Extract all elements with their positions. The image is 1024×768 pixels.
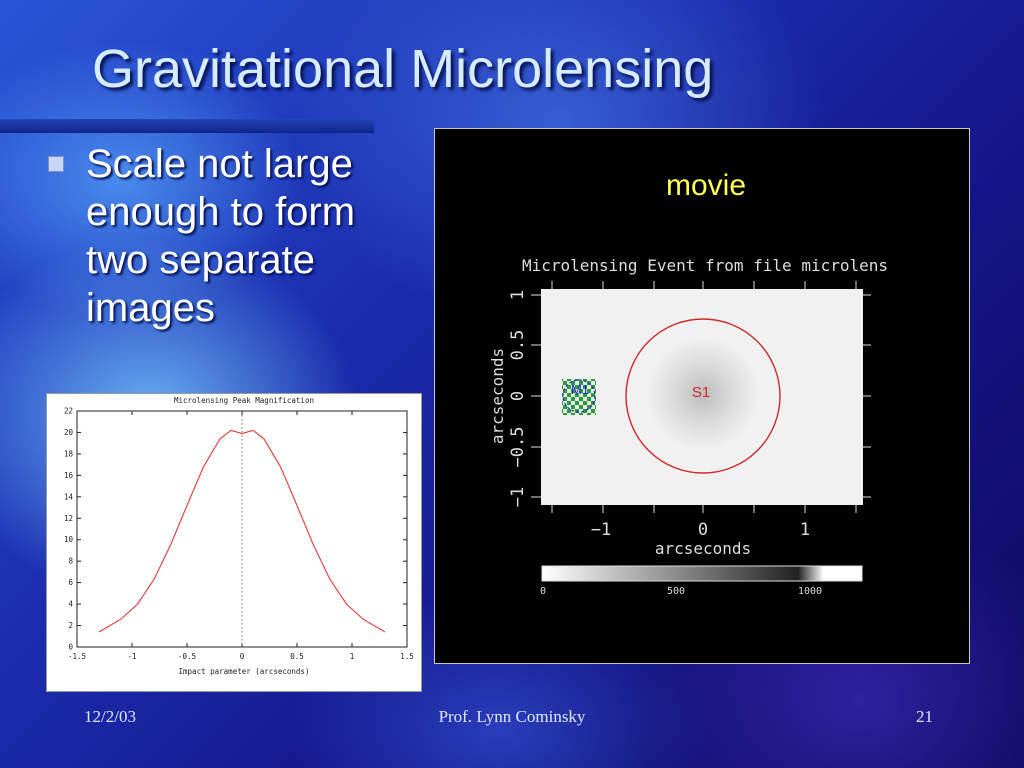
microlensing-movie-panel[interactable]: Microlensing Event from file microlens S…	[434, 128, 970, 664]
svg-text:−1: −1	[508, 487, 528, 507]
footer-author: Prof. Lynn Cominsky	[438, 707, 586, 726]
x-tick-label: -1	[127, 652, 136, 661]
y-tick-label: 10	[64, 535, 74, 544]
y-tick-label: 2	[68, 621, 73, 630]
y-tick-label: 22	[64, 407, 73, 416]
y-tick-marks	[531, 294, 871, 498]
y-tick-labels: 1 0.5 0 −0.5 −1	[508, 290, 528, 507]
y-axis-label: arcseconds	[488, 348, 507, 444]
image-title: Microlensing Event from file microlens	[522, 256, 888, 275]
y-tick-label: 20	[64, 428, 74, 437]
x-axis-label: arcseconds	[655, 539, 751, 558]
x-tick-label: 1	[350, 652, 355, 661]
source-glow	[647, 338, 759, 450]
magnification-plot: Microlensing Peak Magnification -1.5 -1 -0…	[46, 393, 422, 692]
square-bullet-icon	[48, 156, 64, 172]
source-ring	[625, 318, 781, 474]
svg-text:1: 1	[800, 520, 810, 540]
footer-date: 12/2/03	[84, 707, 136, 726]
svg-text:1: 1	[508, 290, 528, 300]
colorbar-labels: 0 500 1000	[540, 586, 822, 597]
movie-link[interactable]: movie	[665, 169, 747, 202]
plot-xlabel: Impact parameter (arcseconds)	[179, 667, 310, 676]
svg-text:1000: 1000	[798, 586, 822, 597]
bullet-text: Scale not large enough to form two separ…	[86, 142, 356, 330]
y-tick-label: 0	[68, 643, 73, 652]
svg-text:−0.5: −0.5	[508, 427, 528, 468]
lens-ring	[562, 379, 596, 413]
y-tick-label: 18	[64, 449, 74, 458]
y-tick-label: 4	[68, 600, 73, 609]
svg-text:−1: −1	[591, 520, 611, 540]
svg-text:0: 0	[540, 586, 546, 597]
plot-title: Microlensing Peak Magnification	[174, 396, 314, 405]
x-tick-label: -0.5	[178, 652, 196, 661]
svg-text:0: 0	[508, 391, 528, 401]
y-tick-label: 16	[64, 471, 74, 480]
y-tick-label: 12	[64, 514, 73, 523]
footer-slide-number: 21	[916, 707, 933, 726]
microlensing-image-svg: Microlensing Event from file microlens S…	[488, 256, 888, 597]
svg-text:0.5: 0.5	[508, 330, 528, 361]
x-tick-label: 1.5	[400, 652, 414, 661]
magnification-plot-svg: Microlensing Peak Magnification -1.5 -1 -0…	[64, 396, 414, 676]
x-tick-label: 0	[240, 652, 245, 661]
y-tick-label: 8	[68, 557, 73, 566]
title-underline-bar	[0, 119, 374, 133]
y-tick-label: 14	[64, 492, 74, 501]
x-tick-label: 0.5	[290, 652, 304, 661]
bullet-list: Scale not large enough to form two separ…	[48, 140, 378, 332]
x-tick-marks	[551, 281, 857, 513]
svg-text:0: 0	[698, 520, 708, 540]
source-label: S1	[692, 384, 710, 401]
colorbar	[541, 565, 863, 582]
x-tick-labels: −1 0 1	[591, 520, 810, 540]
slide-title: Gravitational Microlensing	[92, 39, 714, 99]
y-tick-label: 6	[68, 578, 73, 587]
svg-text:500: 500	[667, 586, 685, 597]
magnification-curve	[98, 429, 386, 633]
x-tick-label: -1.5	[68, 652, 86, 661]
lens-label: M1	[571, 382, 589, 397]
